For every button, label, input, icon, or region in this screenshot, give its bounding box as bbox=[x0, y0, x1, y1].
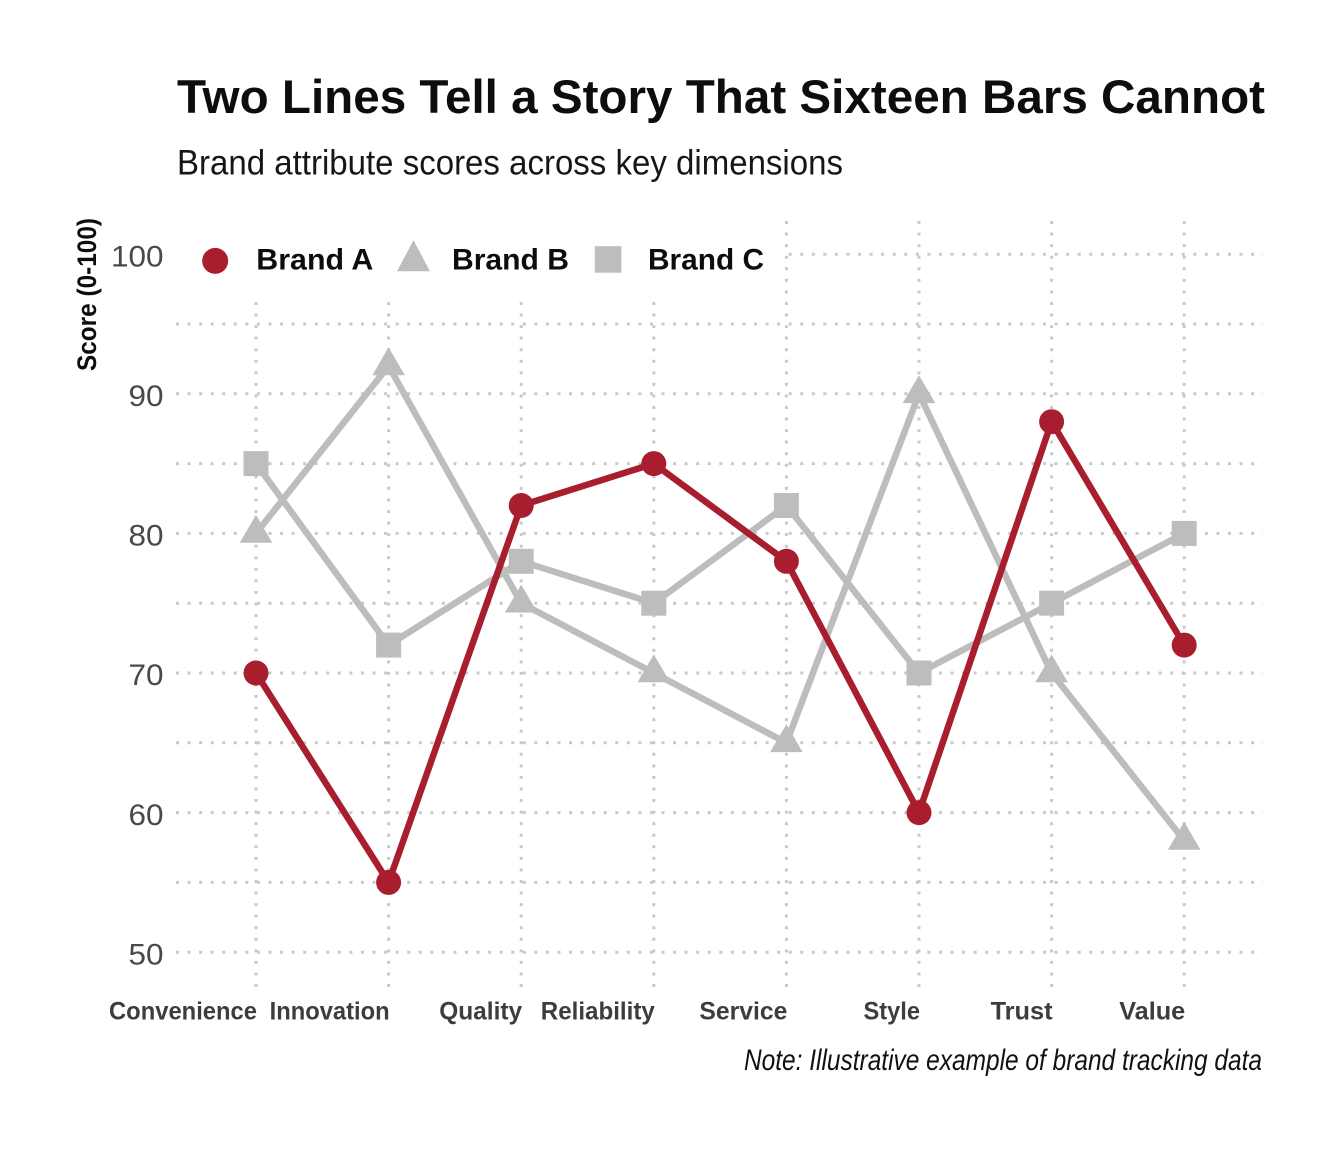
svg-text:Brand C: Brand C bbox=[648, 244, 764, 277]
svg-text:80: 80 bbox=[129, 520, 164, 553]
svg-text:60: 60 bbox=[129, 799, 164, 832]
svg-text:Brand A: Brand A bbox=[256, 244, 373, 277]
svg-text:70: 70 bbox=[129, 659, 164, 692]
svg-text:Convenience: Convenience bbox=[109, 998, 257, 1026]
svg-text:90: 90 bbox=[129, 380, 164, 413]
svg-text:Note: Illustrative example of: Note: Illustrative example of brand trac… bbox=[744, 1044, 1262, 1077]
svg-text:Service: Service bbox=[699, 998, 787, 1026]
svg-text:Innovation: Innovation bbox=[270, 998, 390, 1026]
svg-text:Trust: Trust bbox=[991, 998, 1054, 1026]
svg-text:Score (0-100): Score (0-100) bbox=[72, 218, 102, 371]
svg-text:100: 100 bbox=[111, 240, 164, 273]
svg-text:Quality: Quality bbox=[439, 998, 522, 1026]
svg-text:Brand B: Brand B bbox=[452, 244, 569, 277]
svg-text:Two Lines Tell a Story That Si: Two Lines Tell a Story That Sixteen Bars… bbox=[177, 70, 1265, 123]
svg-text:Style: Style bbox=[864, 998, 921, 1026]
svg-text:50: 50 bbox=[129, 938, 164, 971]
svg-text:Reliability: Reliability bbox=[541, 998, 655, 1026]
svg-text:Brand attribute scores across: Brand attribute scores across key dimens… bbox=[177, 143, 843, 183]
svg-text:Value: Value bbox=[1119, 998, 1185, 1026]
